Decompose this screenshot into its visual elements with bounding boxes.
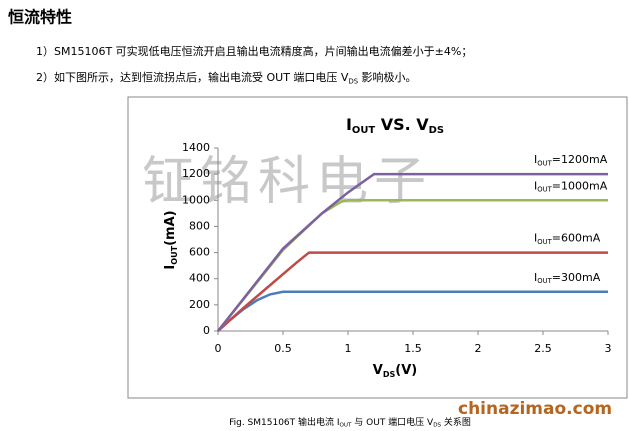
x-axis-label: VDS(V) [373,363,418,379]
text-part: =300mA [552,271,601,284]
x-tick-label: 2.5 [534,342,552,355]
subscript: DS [383,369,396,378]
text-part: V [373,363,383,378]
subscript: OUT [352,125,375,136]
subscript: OUT [537,159,552,167]
x-tick-label: 2 [475,342,482,355]
caption: Fig. SM15106T 输出电流 IOUT 与 OUT 端口电压 VDS 关… [229,416,471,429]
y-tick-label: 200 [189,298,210,311]
text-part: 关系图 [441,416,471,428]
paragraph: 1）SM15106T 可实现低电压恒流开启且输出电流精度高，片间输出电流偏差小于… [36,44,472,58]
text-part: =600mA [552,232,601,245]
subscript: DS [429,125,444,136]
series-label: IOUT=300mA [534,271,601,285]
subscript: OUT [340,422,352,428]
subscript: OUT [537,277,552,285]
series-label: IOUT=1200mA [534,153,608,167]
heading: 恒流特性 [8,8,72,27]
text-part: I [534,179,537,192]
text-part: 与 OUT 端口电压 V [351,416,434,428]
y-tick-label: 400 [189,272,210,285]
text-part: (V) [395,363,417,378]
text-part: 2）如下图所示，达到恒流拐点后，输出电流受 OUT 端口电压 V [36,70,349,84]
subscript: DS [433,422,441,428]
x-tick-label: 0.5 [274,342,292,355]
subscript: OUT [169,245,178,264]
x-tick-label: 1 [345,342,352,355]
text-part: I [346,115,352,134]
y-tick-label: 1400 [182,141,210,154]
series-line [217,251,608,332]
text-part: Fig. SM15106T 输出电流 I [229,416,339,428]
x-tick-label: 3 [605,342,612,355]
text-part: I [163,265,178,270]
x-tick-label: 0 [215,342,222,355]
x-tick-label: 1.5 [404,342,422,355]
text-part: I [534,271,537,284]
subscript: OUT [537,238,552,246]
subscript: OUT [537,186,552,194]
y-tick-label: 800 [189,219,210,232]
y-tick-label: 1200 [182,167,210,180]
text-part: VS. V [375,115,429,134]
y-tick-label: 1000 [182,193,210,206]
text-part: 影响极小。 [358,70,417,84]
text-part: (mA) [163,210,178,246]
text-part: I [534,232,537,245]
y-tick-label: 600 [189,246,210,259]
site-watermark: chinazimao.com [458,399,612,419]
series-label: IOUT=600mA [534,232,601,246]
y-tick-label: 0 [203,324,210,337]
paragraph: 2）如下图所示，达到恒流拐点后，输出电流受 OUT 端口电压 VDS 影响极小。 [36,70,417,85]
text-part: I [534,153,537,166]
chart-frame [127,96,628,399]
text-part: =1000mA [552,179,608,192]
text-part: =1200mA [552,153,608,166]
series-label: IOUT=1000mA [534,179,608,193]
watermark: 钲铭科电子 [142,152,432,212]
chart-title: IOUT VS. VDS [346,115,444,136]
subscript: DS [348,77,358,85]
series-line [217,172,608,332]
text-part: 1）SM15106T 可实现低电压恒流开启且输出电流精度高，片间输出电流偏差小于… [36,44,472,58]
y-axis-label: IOUT(mA) [163,210,179,269]
